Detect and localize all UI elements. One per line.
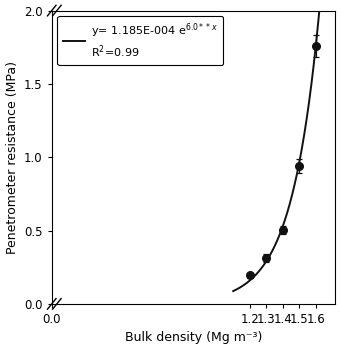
X-axis label: Bulk density (Mg m⁻³): Bulk density (Mg m⁻³) <box>125 331 262 344</box>
Legend: y= 1.185E-004 e$^{6.0**x}$
R$^2$=0.99: y= 1.185E-004 e$^{6.0**x}$ R$^2$=0.99 <box>57 16 223 65</box>
Y-axis label: Penetrometer resistance (MPa): Penetrometer resistance (MPa) <box>5 61 18 254</box>
